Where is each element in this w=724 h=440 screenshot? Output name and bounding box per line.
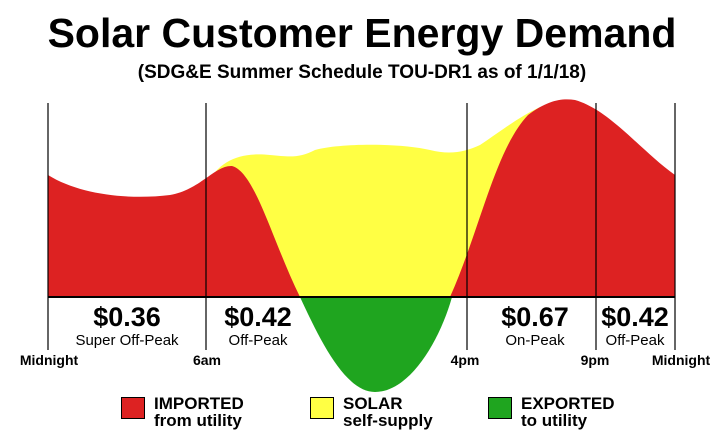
legend-swatch-solar: [310, 397, 334, 419]
imported-area-right: [450, 99, 675, 297]
imported-area-left: [48, 165, 300, 297]
exported-area: [300, 297, 452, 392]
time-midnight-end: Midnight: [651, 352, 711, 368]
price-off-peak-evening: $0.42: [601, 302, 669, 332]
label-on-peak: On-Peak: [505, 332, 565, 349]
legend-exported: EXPORTED to utility: [521, 394, 615, 430]
title: Solar Customer Energy Demand: [47, 10, 677, 56]
legend-swatch-imported: [121, 397, 145, 419]
price-super-off-peak: $0.36: [93, 302, 161, 332]
legend-imported: IMPORTED from utility: [154, 394, 244, 430]
time-midnight: Midnight: [19, 352, 79, 368]
label-off-peak-evening: Off-Peak: [605, 332, 665, 349]
legend-solar: SOLAR self-supply: [343, 394, 433, 430]
time-6am: 6am: [192, 352, 222, 368]
label-off-peak: Off-Peak: [228, 332, 288, 349]
price-off-peak: $0.42: [224, 302, 292, 332]
legend-swatch-exported: [488, 397, 512, 419]
price-on-peak: $0.67: [501, 302, 569, 332]
subtitle: (SDG&E Summer Schedule TOU-DR1 as of 1/1…: [137, 62, 587, 83]
time-9pm: 9pm: [580, 352, 610, 368]
label-super-off-peak: Super Off-Peak: [75, 332, 179, 349]
time-4pm: 4pm: [450, 352, 480, 368]
